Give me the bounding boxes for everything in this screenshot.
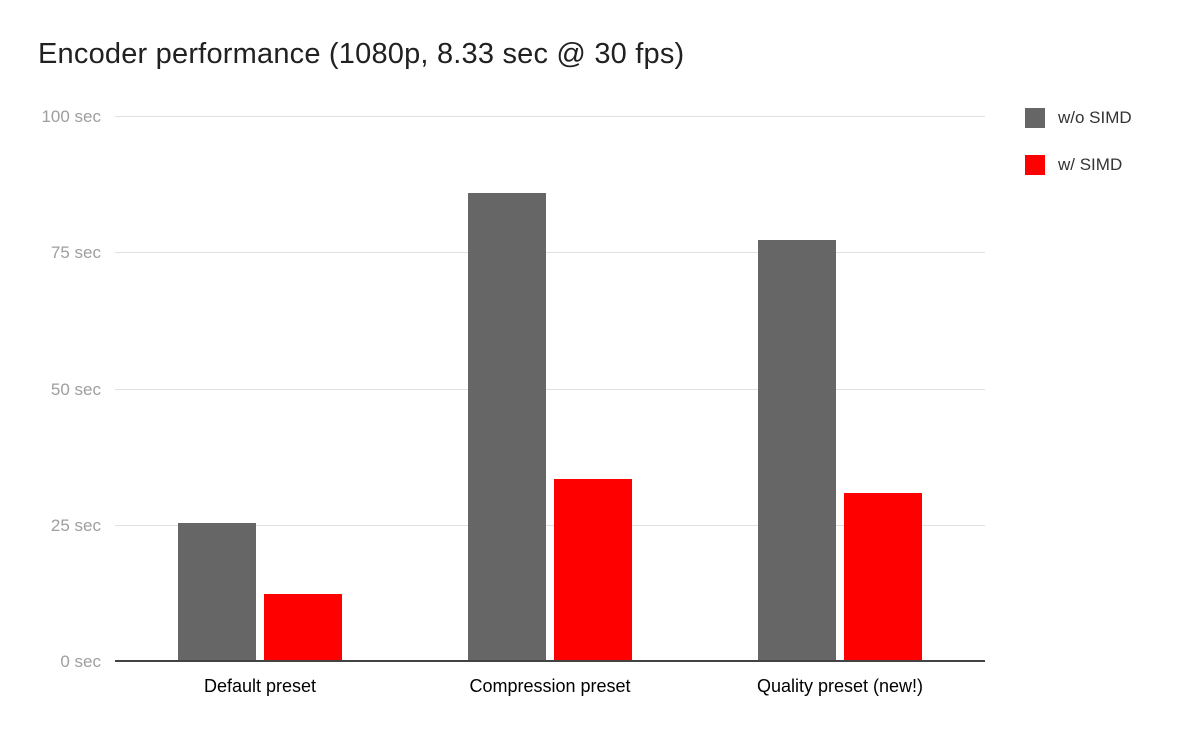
legend-swatch-icon bbox=[1025, 155, 1045, 175]
legend: w/o SIMD w/ SIMD bbox=[1025, 108, 1132, 175]
y-tick-label: 75 sec bbox=[50, 243, 101, 263]
gridline bbox=[115, 388, 985, 390]
x-axis-labels: Default preset Compression preset Quality … bbox=[115, 676, 985, 697]
x-category-label: Quality preset (new!) bbox=[756, 676, 924, 696]
bar bbox=[554, 479, 632, 662]
bar bbox=[178, 523, 256, 662]
legend-label: w/ SIMD bbox=[1058, 155, 1123, 174]
bar bbox=[468, 193, 546, 662]
bar bbox=[758, 239, 836, 662]
y-tick-label: 50 sec bbox=[50, 379, 101, 399]
bar bbox=[264, 593, 342, 662]
plot-area: 0 sec 25 sec 50 sec 75 sec 100 sec bbox=[41, 107, 985, 671]
y-tick-label: 0 sec bbox=[60, 652, 101, 671]
gridline bbox=[115, 116, 985, 117]
bar-group bbox=[405, 117, 695, 662]
gridline bbox=[115, 252, 985, 254]
y-tick-label: 100 sec bbox=[41, 107, 101, 126]
x-category-label: Compression preset bbox=[469, 676, 631, 696]
bar bbox=[844, 493, 922, 662]
legend-item: w/o SIMD bbox=[1025, 108, 1132, 128]
bar-group bbox=[115, 117, 405, 662]
x-category-label: Default preset bbox=[203, 676, 317, 696]
bar-group bbox=[695, 117, 985, 662]
gridline bbox=[115, 524, 985, 526]
chart-title: Encoder performance (1080p, 8.33 sec @ 3… bbox=[38, 38, 685, 70]
bar-groups bbox=[115, 117, 985, 662]
legend-swatch-icon bbox=[1025, 108, 1045, 128]
legend-item: w/ SIMD bbox=[1025, 155, 1132, 175]
y-tick-label: 25 sec bbox=[50, 515, 101, 535]
x-axis-baseline bbox=[115, 660, 985, 662]
legend-label: w/o SIMD bbox=[1058, 108, 1132, 127]
